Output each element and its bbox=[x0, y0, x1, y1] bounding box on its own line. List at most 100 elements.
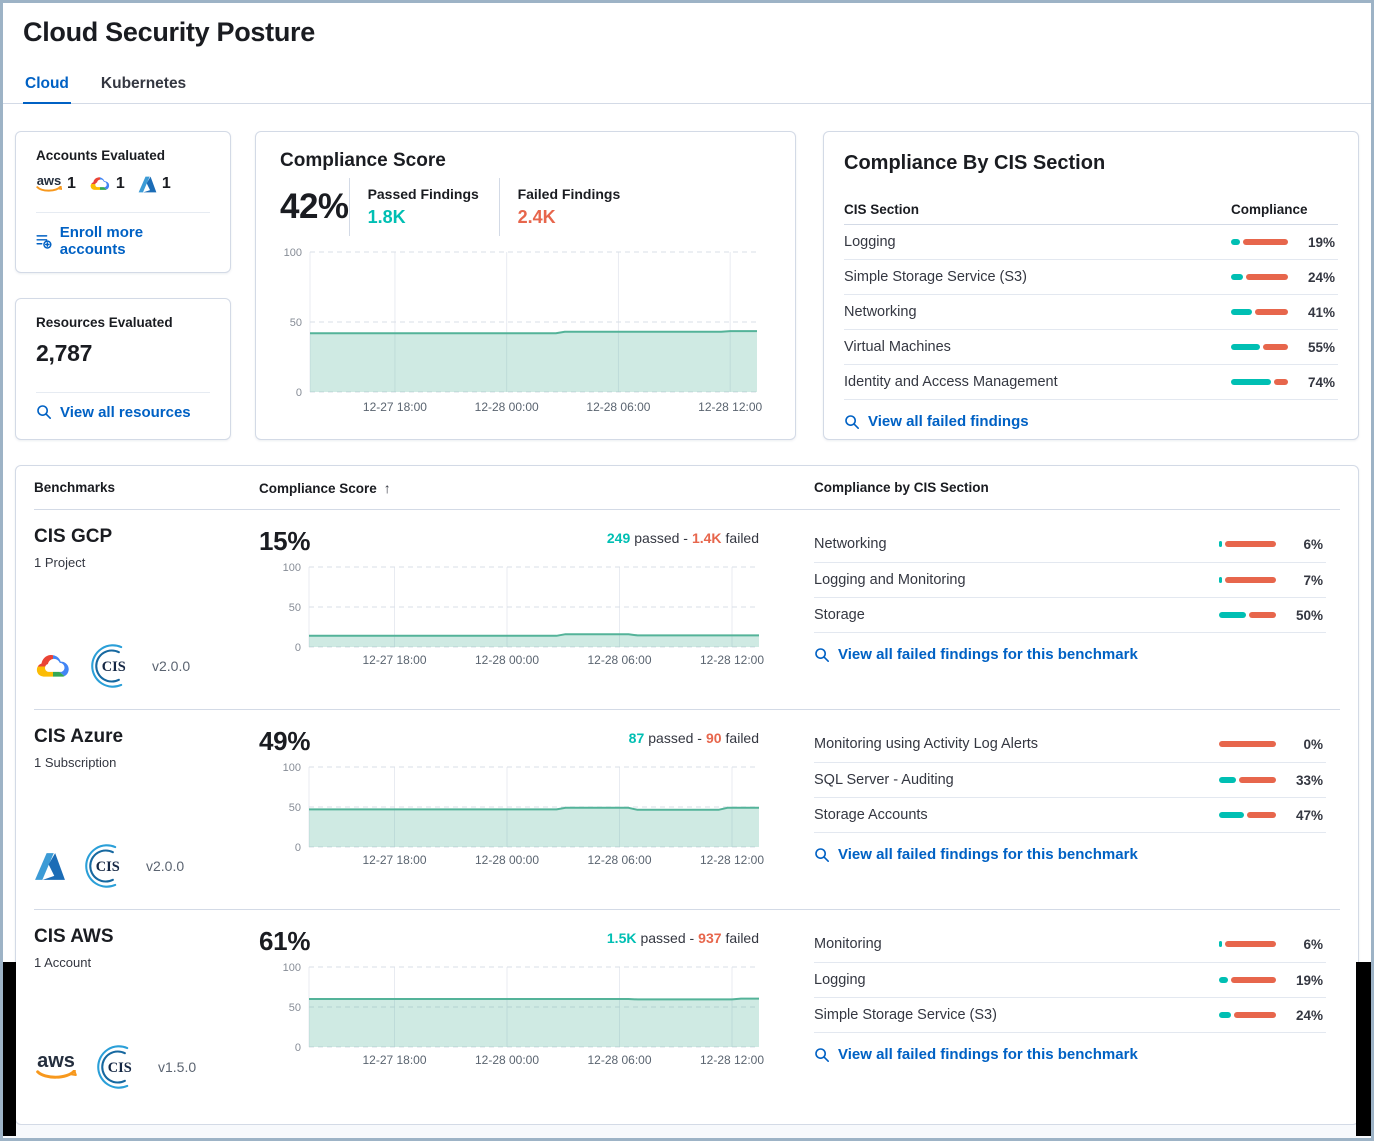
cis-section-name: Logging bbox=[814, 972, 866, 988]
view-failed-findings-benchmark-link[interactable]: View all failed findings for this benchm… bbox=[814, 846, 1138, 863]
compliance-score-trend-chart: 100 50 0 12-27 18:00 12-28 00:00 12-28 06:00 1… bbox=[284, 247, 763, 414]
benchmark-info: CIS Azure 1 Subscription CIS v2.0.0 bbox=[34, 726, 259, 909]
compliance-percent: 74% bbox=[1307, 374, 1335, 390]
svg-text:100: 100 bbox=[283, 562, 301, 574]
benchmark-score: 15% bbox=[259, 526, 311, 556]
view-failed-findings-benchmark-link[interactable]: View all failed findings for this benchm… bbox=[814, 1046, 1138, 1063]
svg-text:12-27 18:00: 12-27 18:00 bbox=[362, 1053, 426, 1067]
svg-text:0: 0 bbox=[295, 842, 301, 854]
compliance-by-cis-section-column-header: Compliance by CIS Section bbox=[814, 480, 989, 495]
enroll-accounts-icon bbox=[36, 235, 52, 249]
svg-text:0: 0 bbox=[295, 642, 301, 654]
compliance-by-cis-section-title: Compliance By CIS Section bbox=[844, 152, 1106, 174]
benchmark-version: v1.5.0 bbox=[158, 1059, 197, 1075]
view-all-resources-link[interactable]: View all resources bbox=[36, 404, 191, 421]
table-row: Monitoring using Activity Log Alerts 0% bbox=[814, 726, 1326, 763]
svg-text:12-27 18:00: 12-27 18:00 bbox=[362, 653, 426, 667]
table-row: Storage 50% bbox=[814, 598, 1326, 633]
benchmark-score: 49% bbox=[259, 726, 311, 756]
compliance-distribution-bar bbox=[1219, 977, 1276, 983]
tab-cloud[interactable]: Cloud bbox=[23, 69, 71, 104]
benchmark-passed-failed: 87 passed - 90 failed bbox=[628, 730, 759, 746]
benchmark-passed-failed: 249 passed - 1.4K failed bbox=[606, 530, 759, 546]
benchmark-row-cis-azure: CIS Azure 1 Subscription CIS v2.0.0 bbox=[34, 710, 1340, 910]
tab-kubernetes[interactable]: Kubernetes bbox=[100, 75, 187, 92]
compliance-distribution-bar bbox=[1231, 344, 1288, 350]
benchmark-info: CIS AWS 1 Account aws CIS v1.5.0 bbox=[34, 926, 259, 1126]
benchmark-cis-sections: Monitoring using Activity Log Alerts 0% … bbox=[814, 726, 1340, 909]
view-all-failed-findings-link[interactable]: View all failed findings bbox=[844, 413, 1029, 430]
svg-text:12-28 00:00: 12-28 00:00 bbox=[475, 853, 539, 867]
table-row: Storage Accounts 47% bbox=[814, 798, 1326, 833]
benchmark-row-cis-aws: CIS AWS 1 Account aws CIS v1.5.0 bbox=[34, 910, 1340, 1126]
aws-icon: aws bbox=[36, 174, 62, 193]
gcp-icon bbox=[90, 177, 110, 190]
svg-text:CIS: CIS bbox=[96, 859, 120, 875]
svg-text:CIS: CIS bbox=[102, 659, 126, 675]
cis-section-name: Storage Accounts bbox=[814, 807, 928, 823]
benchmark-cis-sections: Networking 6% Logging and Monitoring 7% … bbox=[814, 526, 1340, 709]
benchmark-subtitle: 1 Project bbox=[34, 555, 86, 570]
benchmark-score: 61% bbox=[259, 926, 311, 956]
failed-findings-stat: Failed Findings 2.4K bbox=[498, 178, 649, 236]
compliance-distribution-bar bbox=[1219, 577, 1276, 583]
azure-account-count: 1 bbox=[138, 175, 171, 193]
table-row: Simple Storage Service (S3) 24% bbox=[814, 998, 1326, 1033]
benchmark-subtitle: 1 Account bbox=[34, 955, 92, 970]
table-row: Virtual Machines 55% bbox=[844, 330, 1338, 365]
svg-text:12-28 00:00: 12-28 00:00 bbox=[475, 653, 539, 667]
compliance-percent: 24% bbox=[1307, 269, 1335, 285]
benchmark-trend-chart: 100 50 0 12-27 18:00 12-28 00:00 12-28 06:00 1… bbox=[283, 562, 765, 667]
compliance-score-column-header[interactable]: Compliance Score ↑ bbox=[259, 479, 391, 496]
page-title: Cloud Security Posture bbox=[23, 17, 315, 47]
compliance-column-header: Compliance bbox=[1231, 202, 1308, 217]
svg-text:50: 50 bbox=[289, 602, 301, 614]
compliance-distribution-bar bbox=[1219, 1012, 1276, 1018]
table-row: Networking 41% bbox=[844, 295, 1338, 330]
svg-text:12-28 00:00: 12-28 00:00 bbox=[475, 1053, 539, 1067]
search-icon bbox=[815, 1047, 829, 1062]
compliance-percent: 6% bbox=[1303, 536, 1323, 552]
svg-text:100: 100 bbox=[283, 762, 301, 774]
cis-section-name: Storage bbox=[814, 607, 865, 623]
benchmark-version: v2.0.0 bbox=[146, 858, 185, 874]
cis-section-name: Logging bbox=[844, 234, 896, 250]
table-row: Logging and Monitoring 7% bbox=[814, 563, 1326, 598]
enroll-more-accounts-link[interactable]: Enroll more accounts bbox=[36, 224, 210, 258]
cis-section-name: Networking bbox=[814, 536, 887, 552]
svg-text:CIS: CIS bbox=[108, 1060, 132, 1076]
accounts-card-footer: Enroll more accounts bbox=[36, 212, 210, 258]
view-failed-findings-benchmark-link[interactable]: View all failed findings for this benchm… bbox=[814, 646, 1138, 663]
compliance-score-value: 42% bbox=[280, 187, 349, 226]
azure-icon bbox=[35, 852, 65, 880]
azure-icon bbox=[138, 176, 157, 192]
svg-text:12-27 18:00: 12-27 18:00 bbox=[362, 853, 426, 867]
passed-findings-value: 1.8K bbox=[367, 207, 406, 227]
accounts-evaluated-title: Accounts Evaluated bbox=[36, 148, 166, 163]
tab-bar: Cloud Kubernetes bbox=[3, 69, 1371, 104]
cis-section-name: Logging and Monitoring bbox=[814, 572, 966, 588]
sort-ascending-arrow-icon: ↑ bbox=[383, 479, 391, 496]
compliance-percent: 33% bbox=[1295, 772, 1323, 788]
svg-text:50: 50 bbox=[289, 1002, 301, 1014]
compliance-percent: 47% bbox=[1295, 807, 1323, 823]
benchmarks-table-card: Benchmarks Compliance Score ↑ Compliance … bbox=[15, 465, 1359, 1125]
compliance-distribution-bar bbox=[1219, 941, 1276, 947]
cis-section-name: Monitoring using Activity Log Alerts bbox=[814, 736, 1039, 752]
benchmark-logos: CIS v2.0.0 bbox=[34, 643, 259, 693]
table-row: Logging 19% bbox=[844, 225, 1338, 260]
compliance-percent: 50% bbox=[1295, 607, 1323, 623]
cis-section-name: Monitoring bbox=[814, 936, 882, 952]
resources-evaluated-card: Resources Evaluated 2,787 View all resou… bbox=[15, 298, 231, 440]
cis-section-name: Networking bbox=[844, 304, 917, 320]
resources-count: 2,787 bbox=[36, 340, 93, 366]
benchmark-passed-failed: 1.5K passed - 937 failed bbox=[606, 930, 759, 946]
compliance-distribution-bar bbox=[1231, 309, 1288, 315]
benchmark-logos: aws CIS v1.5.0 bbox=[34, 1044, 259, 1094]
svg-text:12-28 12:00: 12-28 12:00 bbox=[700, 1053, 764, 1067]
cis-table-header: CIS Section Compliance bbox=[844, 195, 1338, 225]
cis-section-column-header: CIS Section bbox=[844, 202, 920, 217]
benchmark-score-column: 49% 87 passed - 90 failed 100 50 0 12-27 18… bbox=[259, 726, 814, 909]
svg-text:12-28 00:00: 12-28 00:00 bbox=[475, 400, 539, 414]
search-icon bbox=[815, 647, 829, 662]
